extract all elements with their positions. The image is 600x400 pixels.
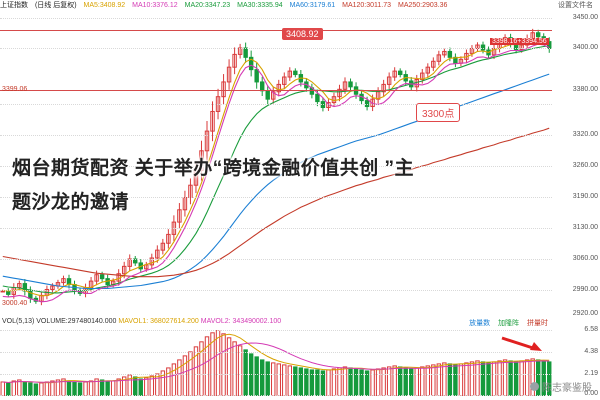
gridline [0,135,552,136]
ma5-value: MA5:3408.92 [83,2,126,9]
y-tick: 3190.00 [572,193,598,200]
y-tick: 3450.00 [572,14,598,21]
y-tick: 4.38 [584,348,598,355]
legend-item-a[interactable]: 放量数 [469,320,491,327]
price-y-axis: 3450.00 3400.00 3380.00 3320.00 3260.00 … [552,14,600,318]
y-tick: 0.00 [584,390,598,397]
gridline [0,228,552,229]
period-label: (日线 后复权) [34,2,77,9]
volume-panel: VOL(5,13) VOLUME:297480140.000 MAVOL1: 3… [0,318,600,400]
annotation-bubble-3300: 3300点 [416,103,461,122]
y-tick: 3320.00 [572,131,598,138]
y-tick: 6.58 [584,326,598,333]
y-tick: 2920.00 [572,310,598,317]
volume-plot [0,330,552,396]
ma10-value: MA10:3376.12 [132,2,178,9]
ma20-value: MA20:3347.23 [184,2,231,9]
avatar-icon [530,382,539,391]
volume-info-bar: VOL(5,13) VOLUME:297480140.000 MAVOL1: 3… [2,318,281,325]
watermark: 陈志豪鉴股 [530,379,592,394]
gridline [0,48,552,49]
y-tick: 3060.00 [572,255,598,262]
y-tick: 3260.00 [572,162,598,169]
symbol-name: 上证指数 [0,2,28,9]
reference-line-3300 [0,90,552,91]
ma30-value: MA30:3335.94 [237,2,283,9]
annotation-bubble-top: 3408.92 [282,28,323,40]
legend-item-b[interactable]: 加隆阵 [498,320,520,327]
legend-item-c[interactable]: 拼量时 [527,320,548,327]
headline-line-2: 题沙龙的邀请 [12,192,130,213]
gridline [0,352,552,353]
y-tick: 2.19 [584,370,598,377]
mavol1-value: MAVOL1: 368027614.200 [118,318,199,325]
gridline [0,18,552,19]
indicator-info-bar: 上证指数 (日线 后复权) MA5:3408.92 MA10:3376.12 M… [0,0,600,16]
volume-value: VOLUME:297480140.000 [36,318,117,325]
y-tick: 3130.00 [572,224,598,231]
settings-label[interactable]: 设置文件名 [558,2,593,9]
main-chart-area: 上证指数 (日线 后复权) MA5:3408.92 MA10:3376.12 M… [0,0,600,318]
vol-indicator-label: VOL(5,13) [2,318,35,325]
y-tick: 2990.00 [572,286,598,293]
gridline [0,104,552,105]
mavol2-value: MAVOL2: 343490002.100 [200,318,282,325]
gridline [0,259,552,260]
gridline [0,330,552,331]
overlay-headline: 烟台期货配资 关于举办“跨境金融价值共创 ”主 题沙龙的邀请 [12,152,532,220]
ma250-value: MA250:2903.36 [398,2,448,9]
gridline [0,374,552,375]
gridline [0,395,552,396]
y-tick: 3380.00 [572,86,598,93]
gridline [0,197,552,198]
ma120-value: MA120:3011.73 [342,2,392,9]
y-tick: 3400.00 [572,44,598,51]
gridline [0,166,552,167]
volume-series-svg [0,330,552,396]
left-label-high: 3399.06 [2,86,28,93]
red-arrow-annotation [501,336,542,351]
gridline [0,290,552,291]
watermark-text: 陈志豪鉴股 [542,383,592,394]
volume-legend: 放量数 加隆阵 拼量时 [463,318,548,328]
ma60-value: MA60:3179.61 [289,2,336,9]
left-label-low: 3000.40 [2,300,28,307]
reference-line-high [0,30,552,31]
price-tag-high: 3398.16+3394.56 [490,38,549,45]
volume-y-axis: 6.58 4.38 2.19 0.00 [552,326,600,397]
headline-line-1: 烟台期货配资 关于举办“跨境金融价值共创 ”主 [12,158,415,179]
